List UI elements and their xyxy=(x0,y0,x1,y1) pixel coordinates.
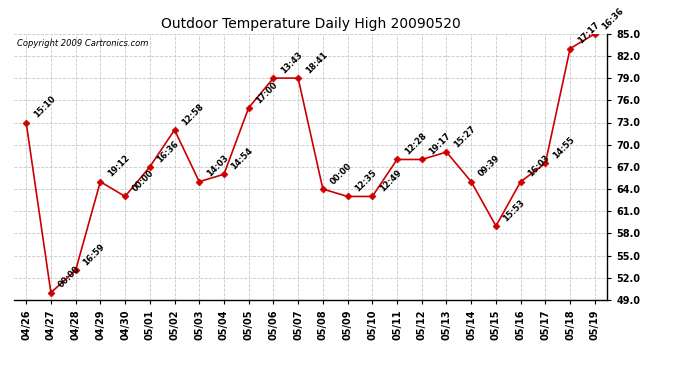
Text: 16:03: 16:03 xyxy=(526,154,551,179)
Text: Copyright 2009 Cartronics.com: Copyright 2009 Cartronics.com xyxy=(17,39,148,48)
Text: 09:39: 09:39 xyxy=(477,154,502,179)
Text: 16:59: 16:59 xyxy=(81,242,106,268)
Text: 00:00: 00:00 xyxy=(57,265,81,290)
Title: Outdoor Temperature Daily High 20090520: Outdoor Temperature Daily High 20090520 xyxy=(161,17,460,31)
Text: 12:35: 12:35 xyxy=(353,168,378,194)
Text: 00:00: 00:00 xyxy=(328,161,353,186)
Text: 14:55: 14:55 xyxy=(551,135,576,160)
Text: 16:36: 16:36 xyxy=(155,139,181,164)
Text: 18:41: 18:41 xyxy=(304,50,329,75)
Text: 13:43: 13:43 xyxy=(279,50,304,75)
Text: 12:49: 12:49 xyxy=(378,168,403,194)
Text: 17:00: 17:00 xyxy=(254,80,279,105)
Text: 19:17: 19:17 xyxy=(427,132,453,157)
Text: 19:12: 19:12 xyxy=(106,154,131,179)
Text: 00:00: 00:00 xyxy=(130,169,156,194)
Text: 14:54: 14:54 xyxy=(230,146,255,171)
Text: 17:17: 17:17 xyxy=(575,21,601,46)
Text: 15:27: 15:27 xyxy=(452,124,477,149)
Text: 15:10: 15:10 xyxy=(32,94,57,120)
Text: 16:36: 16:36 xyxy=(600,6,626,31)
Text: 12:58: 12:58 xyxy=(180,102,206,127)
Text: 14:03: 14:03 xyxy=(205,154,230,179)
Text: 15:53: 15:53 xyxy=(502,198,526,223)
Text: 12:28: 12:28 xyxy=(402,131,428,157)
